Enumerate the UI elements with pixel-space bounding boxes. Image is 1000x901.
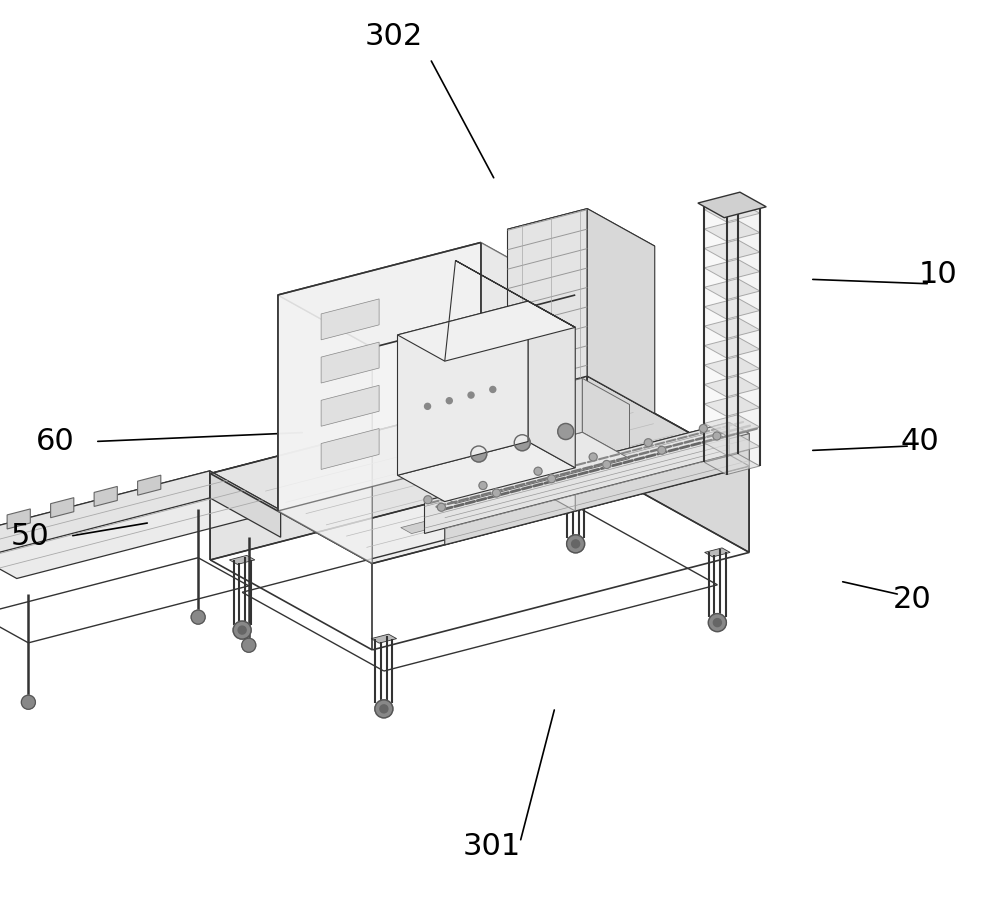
Polygon shape [704,337,760,358]
Polygon shape [321,429,379,469]
Circle shape [548,475,556,483]
Polygon shape [321,386,379,426]
Polygon shape [0,471,210,566]
Circle shape [437,504,445,511]
Polygon shape [582,378,630,459]
Text: 302: 302 [365,22,423,50]
Circle shape [713,432,721,440]
Polygon shape [398,301,575,361]
Polygon shape [704,396,760,416]
Polygon shape [398,441,575,502]
Text: 301: 301 [463,833,521,861]
Circle shape [713,619,721,626]
Circle shape [567,535,585,553]
Circle shape [514,435,530,450]
Circle shape [471,446,487,462]
Polygon shape [705,548,730,557]
Polygon shape [508,209,655,267]
Circle shape [238,626,246,634]
Polygon shape [424,423,749,513]
Circle shape [534,468,542,475]
Polygon shape [413,314,562,366]
Circle shape [572,540,580,548]
Text: 10: 10 [919,260,957,289]
Polygon shape [408,378,582,478]
Polygon shape [401,522,435,533]
Polygon shape [515,314,562,421]
Circle shape [375,700,393,718]
Polygon shape [704,376,760,396]
Polygon shape [738,195,760,466]
Circle shape [233,621,251,639]
Polygon shape [94,487,117,506]
Polygon shape [278,242,575,348]
Polygon shape [0,471,281,578]
Text: 50: 50 [11,522,49,551]
Polygon shape [704,240,760,260]
Circle shape [380,705,388,713]
Polygon shape [704,221,760,241]
Polygon shape [508,209,587,396]
Circle shape [644,439,652,447]
Text: 20: 20 [893,585,931,614]
Polygon shape [729,423,749,466]
Polygon shape [704,201,760,222]
Circle shape [446,397,452,404]
Polygon shape [278,242,481,511]
Polygon shape [704,434,760,455]
Polygon shape [51,497,74,518]
Polygon shape [587,209,655,414]
Circle shape [708,614,726,632]
Polygon shape [445,433,749,545]
Polygon shape [413,314,515,421]
Polygon shape [528,301,575,468]
Polygon shape [704,195,738,462]
Circle shape [589,453,597,461]
Polygon shape [321,342,379,383]
Polygon shape [698,192,766,218]
Polygon shape [7,509,30,529]
Circle shape [558,423,574,440]
Text: 60: 60 [36,427,74,456]
Polygon shape [321,299,379,340]
Circle shape [242,638,256,652]
Text: 40: 40 [901,427,939,456]
Polygon shape [531,487,565,500]
Polygon shape [704,357,760,378]
Polygon shape [444,510,478,523]
Polygon shape [704,453,760,475]
Polygon shape [210,376,587,560]
Polygon shape [371,634,397,643]
Polygon shape [138,475,161,496]
Polygon shape [587,376,749,552]
Polygon shape [424,423,729,533]
Circle shape [492,489,500,497]
Polygon shape [425,327,503,391]
Circle shape [191,610,205,624]
Polygon shape [704,278,760,300]
Circle shape [490,387,496,393]
Circle shape [658,446,666,454]
Polygon shape [704,414,760,436]
Circle shape [468,392,474,398]
Polygon shape [704,298,760,319]
Polygon shape [229,555,255,564]
Polygon shape [408,432,630,504]
Polygon shape [704,317,760,339]
Polygon shape [704,259,760,280]
Polygon shape [398,301,528,476]
Polygon shape [210,376,749,563]
Polygon shape [563,469,588,478]
Polygon shape [488,499,522,511]
Circle shape [424,496,432,504]
Circle shape [603,460,611,469]
Circle shape [425,404,431,409]
Polygon shape [481,242,575,511]
Polygon shape [456,260,575,327]
Circle shape [21,696,35,709]
Polygon shape [210,471,281,537]
Circle shape [699,424,707,432]
Polygon shape [278,295,372,563]
Circle shape [479,481,487,489]
